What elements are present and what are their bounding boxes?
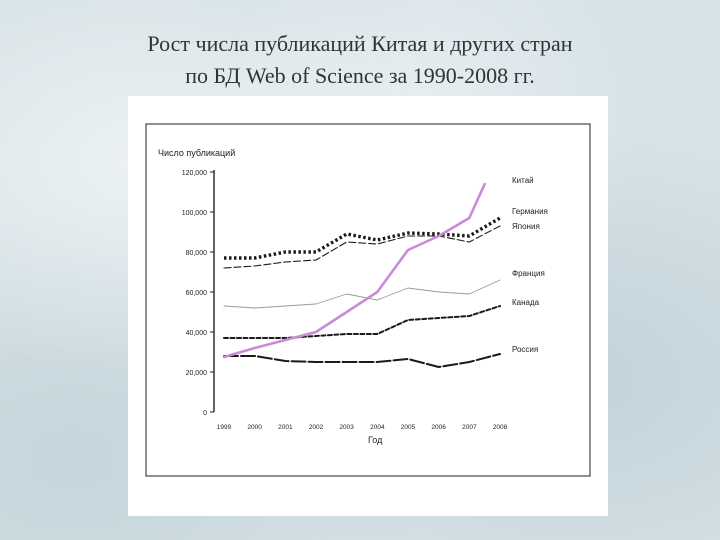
series-line-2 xyxy=(223,225,501,269)
series-line-4 xyxy=(223,305,501,339)
x-axis-label: Год xyxy=(368,435,383,445)
y-tick-label: 80,000 xyxy=(186,250,208,257)
y-axis-label: Число публикаций xyxy=(158,148,235,158)
slide-title: Рост числа публикаций Китая и других стр… xyxy=(0,28,720,92)
y-tick-label: 0 xyxy=(203,410,207,417)
slide-title-line-1: Рост числа публикаций Китая и других стр… xyxy=(147,31,573,56)
series-line-5 xyxy=(223,353,501,368)
series-line-1 xyxy=(224,216,501,260)
x-tick-label: 2006 xyxy=(431,424,446,431)
legend-label: Германия xyxy=(512,207,548,216)
legend-label: Россия xyxy=(512,345,538,354)
x-tick-label: 2000 xyxy=(247,424,262,431)
x-tick-label: 2008 xyxy=(493,424,508,431)
y-tick-label: 20,000 xyxy=(186,370,208,377)
x-tick-label: 2003 xyxy=(339,424,354,431)
x-tick-label: 2002 xyxy=(309,424,324,431)
x-tick-label: 1999 xyxy=(217,424,232,431)
series-line-0 xyxy=(222,182,486,359)
x-tick-label: 2004 xyxy=(370,424,385,431)
legend-label: Канада xyxy=(512,298,540,307)
publications-line-chart: Число публикаций Год 0 20,000 40,000 60,000… xyxy=(145,123,591,477)
series-line-3 xyxy=(223,279,501,309)
y-tick-label: 120,000 xyxy=(182,170,207,177)
x-tick-label: 2001 xyxy=(278,424,293,431)
x-tick-label: 2007 xyxy=(462,424,477,431)
y-tick-label: 40,000 xyxy=(186,330,208,337)
y-tick-label: 60,000 xyxy=(186,290,208,297)
legend-label: Китай xyxy=(512,176,534,185)
legend-label: Франция xyxy=(512,269,545,278)
legend-label: Япония xyxy=(512,222,540,231)
x-tick-label: 2005 xyxy=(401,424,416,431)
y-tick-label: 100,000 xyxy=(182,210,207,217)
chart-card: Число публикаций Год 0 20,000 40,000 60,000… xyxy=(128,96,608,516)
chart-frame xyxy=(145,123,591,477)
slide-title-line-2: по БД Web of Science за 1990-2008 гг. xyxy=(185,63,535,88)
